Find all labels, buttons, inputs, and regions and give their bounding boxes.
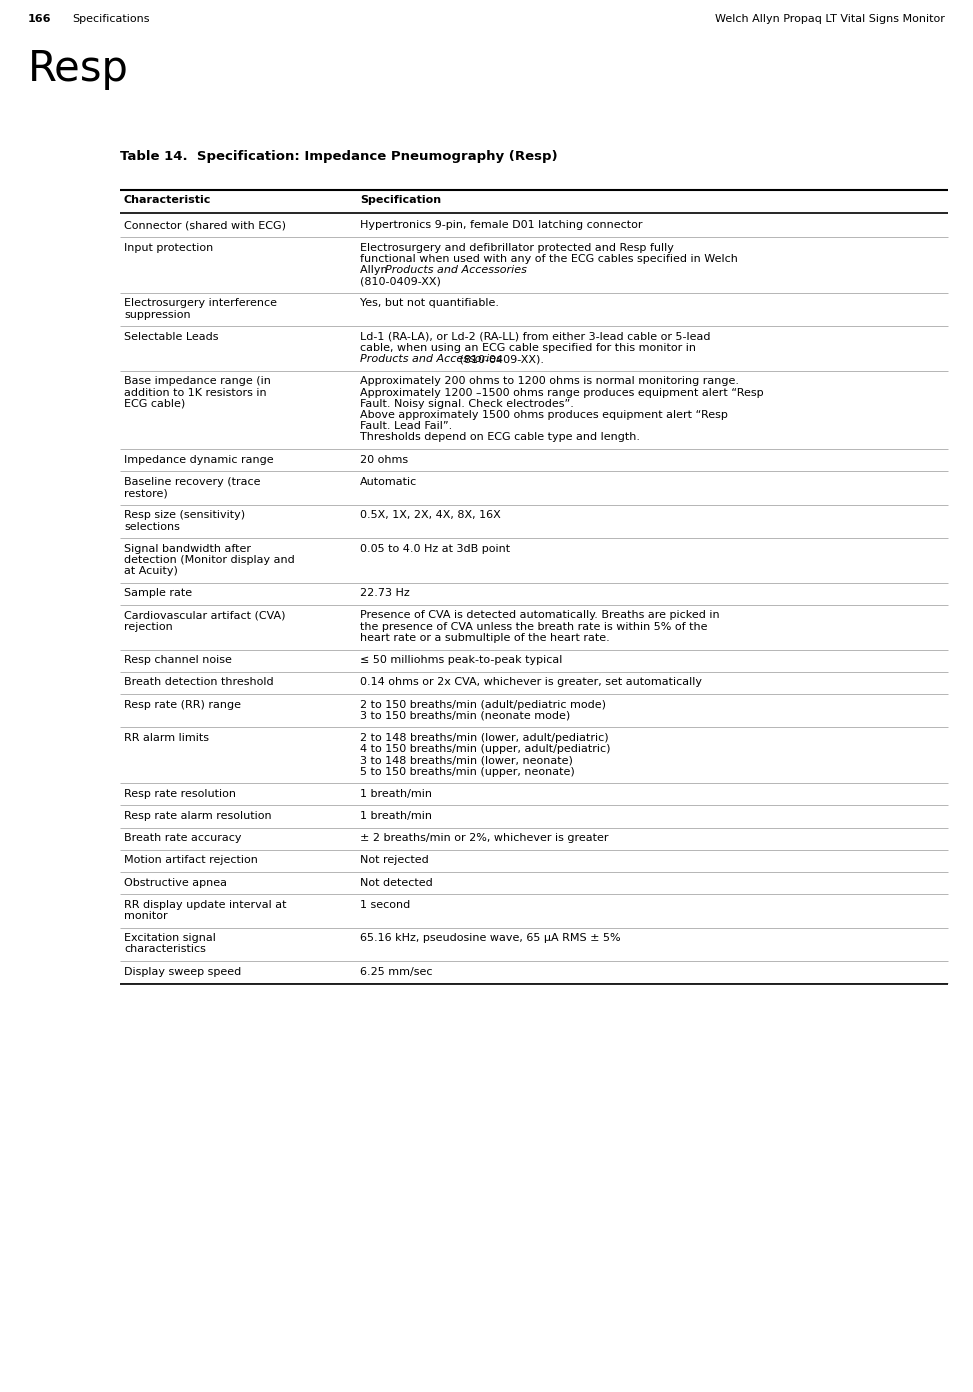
Text: restore): restore) — [124, 489, 167, 498]
Text: monitor: monitor — [124, 910, 167, 922]
Text: Breath detection threshold: Breath detection threshold — [124, 678, 273, 688]
Text: Resp size (sensitivity): Resp size (sensitivity) — [124, 511, 245, 521]
Text: suppression: suppression — [124, 309, 191, 320]
Text: Breath rate accuracy: Breath rate accuracy — [124, 832, 241, 844]
Text: Above approximately 1500 ohms produces equipment alert “Resp: Above approximately 1500 ohms produces e… — [360, 411, 728, 420]
Text: Approximately 200 ohms to 1200 ohms is normal monitoring range.: Approximately 200 ohms to 1200 ohms is n… — [360, 376, 739, 387]
Text: heart rate or a submultiple of the heart rate.: heart rate or a submultiple of the heart… — [360, 633, 610, 643]
Text: 3 to 148 breaths/min (lower, neonate): 3 to 148 breaths/min (lower, neonate) — [360, 756, 573, 766]
Text: functional when used with any of the ECG cables specified in Welch: functional when used with any of the ECG… — [360, 253, 738, 264]
Text: (810-0409-XX): (810-0409-XX) — [360, 276, 441, 287]
Text: Approximately 1200 –1500 ohms range produces equipment alert “Resp: Approximately 1200 –1500 ohms range prod… — [360, 388, 764, 398]
Text: Specifications: Specifications — [72, 14, 150, 24]
Text: 2 to 148 breaths/min (lower, adult/pediatric): 2 to 148 breaths/min (lower, adult/pedia… — [360, 734, 609, 743]
Text: Base impedance range (in: Base impedance range (in — [124, 376, 270, 387]
Text: Resp rate (RR) range: Resp rate (RR) range — [124, 700, 241, 710]
Text: ≤ 50 milliohms peak-to-peak typical: ≤ 50 milliohms peak-to-peak typical — [360, 656, 562, 665]
Text: characteristics: characteristics — [124, 944, 206, 955]
Text: Electrosurgery and defibrillator protected and Resp fully: Electrosurgery and defibrillator protect… — [360, 242, 674, 253]
Text: the presence of CVA unless the breath rate is within 5% of the: the presence of CVA unless the breath ra… — [360, 622, 707, 632]
Text: Allyn: Allyn — [360, 264, 391, 276]
Text: ECG cable): ECG cable) — [124, 400, 185, 409]
Text: Hypertronics 9-pin, female D01 latching connector: Hypertronics 9-pin, female D01 latching … — [360, 220, 642, 231]
Text: Presence of CVA is detected automatically. Breaths are picked in: Presence of CVA is detected automaticall… — [360, 611, 720, 621]
Text: 0.5X, 1X, 2X, 4X, 8X, 16X: 0.5X, 1X, 2X, 4X, 8X, 16X — [360, 511, 501, 521]
Text: 1 breath/min: 1 breath/min — [360, 812, 432, 821]
Text: 166: 166 — [28, 14, 52, 24]
Text: Not detected: Not detected — [360, 877, 433, 888]
Text: Excitation signal: Excitation signal — [124, 933, 216, 944]
Text: Products and Accessories: Products and Accessories — [385, 264, 526, 276]
Text: at Acuity): at Acuity) — [124, 567, 178, 576]
Text: Specification: Specification — [360, 195, 441, 205]
Text: Welch Allyn Propaq LT Vital Signs Monitor: Welch Allyn Propaq LT Vital Signs Monito… — [715, 14, 945, 24]
Text: (810-0409-XX).: (810-0409-XX). — [456, 355, 544, 365]
Text: 6.25 mm/sec: 6.25 mm/sec — [360, 966, 433, 977]
Text: RR display update interval at: RR display update interval at — [124, 899, 286, 910]
Text: Display sweep speed: Display sweep speed — [124, 966, 241, 977]
Text: Signal bandwidth after: Signal bandwidth after — [124, 544, 251, 554]
Text: 2 to 150 breaths/min (adult/pediatric mode): 2 to 150 breaths/min (adult/pediatric mo… — [360, 700, 606, 710]
Text: Fault. Noisy signal. Check electrodes”.: Fault. Noisy signal. Check electrodes”. — [360, 400, 574, 409]
Text: Motion artifact rejection: Motion artifact rejection — [124, 855, 258, 866]
Text: 1 breath/min: 1 breath/min — [360, 789, 432, 799]
Text: Products and Accessories: Products and Accessories — [360, 355, 502, 365]
Text: Cardiovascular artifact (CVA): Cardiovascular artifact (CVA) — [124, 611, 285, 621]
Text: RR alarm limits: RR alarm limits — [124, 734, 209, 743]
Text: Connector (shared with ECG): Connector (shared with ECG) — [124, 220, 286, 231]
Text: 0.05 to 4.0 Hz at 3dB point: 0.05 to 4.0 Hz at 3dB point — [360, 544, 510, 554]
Text: addition to 1K resistors in: addition to 1K resistors in — [124, 388, 267, 398]
Text: Not rejected: Not rejected — [360, 855, 429, 866]
Text: Impedance dynamic range: Impedance dynamic range — [124, 455, 273, 465]
Text: Thresholds depend on ECG cable type and length.: Thresholds depend on ECG cable type and … — [360, 433, 640, 443]
Text: 4 to 150 breaths/min (upper, adult/pediatric): 4 to 150 breaths/min (upper, adult/pedia… — [360, 745, 610, 754]
Text: 0.14 ohms or 2x CVA, whichever is greater, set automatically: 0.14 ohms or 2x CVA, whichever is greate… — [360, 678, 702, 688]
Text: Resp: Resp — [28, 47, 128, 90]
Text: rejection: rejection — [124, 622, 173, 632]
Text: Automatic: Automatic — [360, 477, 417, 487]
Text: 5 to 150 breaths/min (upper, neonate): 5 to 150 breaths/min (upper, neonate) — [360, 767, 575, 777]
Text: Yes, but not quantifiable.: Yes, but not quantifiable. — [360, 298, 499, 309]
Text: Input protection: Input protection — [124, 242, 213, 253]
Text: Obstructive apnea: Obstructive apnea — [124, 877, 227, 888]
Text: cable, when using an ECG cable specified for this monitor in: cable, when using an ECG cable specified… — [360, 342, 696, 354]
Text: detection (Monitor display and: detection (Monitor display and — [124, 555, 295, 565]
Text: 22.73 Hz: 22.73 Hz — [360, 589, 410, 599]
Text: Fault. Lead Fail”.: Fault. Lead Fail”. — [360, 422, 452, 432]
Text: 65.16 kHz, pseudosine wave, 65 µA RMS ± 5%: 65.16 kHz, pseudosine wave, 65 µA RMS ± … — [360, 933, 621, 944]
Text: Selectable Leads: Selectable Leads — [124, 331, 219, 342]
Text: Resp rate resolution: Resp rate resolution — [124, 789, 236, 799]
Text: 1 second: 1 second — [360, 899, 411, 910]
Text: 3 to 150 breaths/min (neonate mode): 3 to 150 breaths/min (neonate mode) — [360, 711, 570, 721]
Text: Resp rate alarm resolution: Resp rate alarm resolution — [124, 812, 271, 821]
Text: Sample rate: Sample rate — [124, 589, 192, 599]
Text: Electrosurgery interference: Electrosurgery interference — [124, 298, 277, 309]
Text: ± 2 breaths/min or 2%, whichever is greater: ± 2 breaths/min or 2%, whichever is grea… — [360, 832, 608, 844]
Text: Ld-1 (RA-LA), or Ld-2 (RA-LL) from either 3-lead cable or 5-lead: Ld-1 (RA-LA), or Ld-2 (RA-LL) from eithe… — [360, 331, 710, 342]
Text: Table 14.  Specification: Impedance Pneumography (Resp): Table 14. Specification: Impedance Pneum… — [120, 150, 558, 163]
Text: selections: selections — [124, 522, 180, 532]
Text: 20 ohms: 20 ohms — [360, 455, 408, 465]
Text: Characteristic: Characteristic — [124, 195, 211, 205]
Text: Baseline recovery (trace: Baseline recovery (trace — [124, 477, 261, 487]
Text: Resp channel noise: Resp channel noise — [124, 656, 232, 665]
